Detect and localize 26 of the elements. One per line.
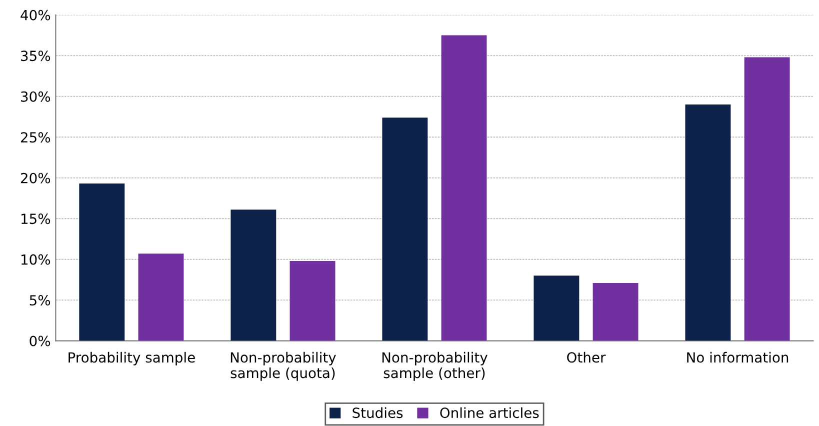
x-tick-label: No information — [687, 352, 788, 363]
legend-label: Studies — [352, 407, 403, 418]
bar — [685, 104, 731, 341]
y-tick-label: 20% — [20, 172, 50, 184]
bar — [382, 118, 428, 341]
x-tick-label: Probability sample — [68, 352, 195, 366]
legend-label: Online articles — [440, 407, 539, 418]
y-tick-label: 10% — [21, 254, 50, 265]
bar — [230, 210, 276, 341]
y-tick-label: 35% — [21, 50, 50, 62]
y-tick-label: 0% — [30, 336, 50, 346]
y-tick-label: 30% — [21, 91, 50, 102]
y-tick-label: 40% — [20, 10, 50, 20]
bar — [744, 57, 790, 341]
x-tick-label: Non-probability sample (quota) — [230, 352, 336, 381]
bar — [138, 254, 184, 341]
bar — [534, 276, 580, 341]
y-tick-label: 15% — [21, 214, 50, 224]
y-tick-label: 5% — [30, 295, 50, 306]
y-tick-label: 25% — [20, 132, 50, 143]
x-tick-label: Non-probability sample (other) — [382, 352, 488, 381]
x-tick-label: Other — [567, 352, 606, 363]
bar — [441, 35, 487, 341]
bar — [79, 184, 125, 341]
bar — [290, 260, 336, 341]
bar — [592, 282, 638, 341]
